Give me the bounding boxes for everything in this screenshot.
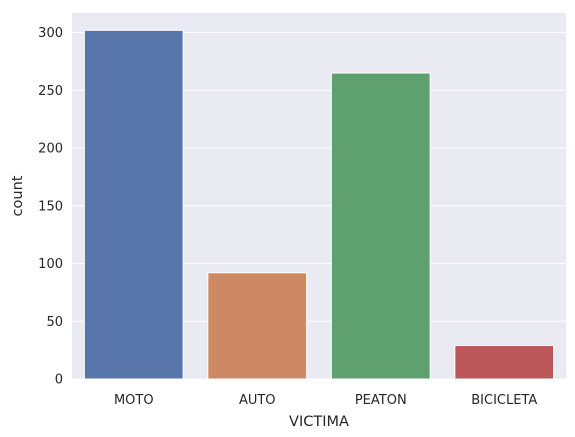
x-tick-labels: MOTO AUTO PEATON BICICLETA: [114, 393, 537, 408]
y-tick-label: 250: [38, 84, 63, 99]
x-tick-label: PEATON: [355, 393, 407, 408]
bar-moto: [83, 29, 184, 380]
bar-bicicleta: [454, 345, 555, 380]
y-tick-label: 200: [38, 142, 63, 157]
y-tick-label: 50: [46, 315, 63, 330]
y-tick-label: 300: [38, 26, 63, 41]
x-tick-label: MOTO: [114, 393, 154, 408]
x-axis-label: VICTIMA: [289, 414, 349, 430]
bar-peaton: [330, 72, 431, 380]
bars: [83, 29, 555, 380]
y-tick-label: 150: [38, 199, 63, 214]
y-tick-label: 100: [38, 257, 63, 272]
bar-auto: [207, 272, 308, 380]
y-tick-labels: 0 50 100 150 200 250 300: [38, 26, 63, 387]
y-tick-label: 0: [55, 373, 63, 388]
x-tick-label: AUTO: [239, 393, 276, 408]
y-axis-label: count: [10, 175, 26, 216]
x-tick-label: BICICLETA: [471, 393, 537, 408]
